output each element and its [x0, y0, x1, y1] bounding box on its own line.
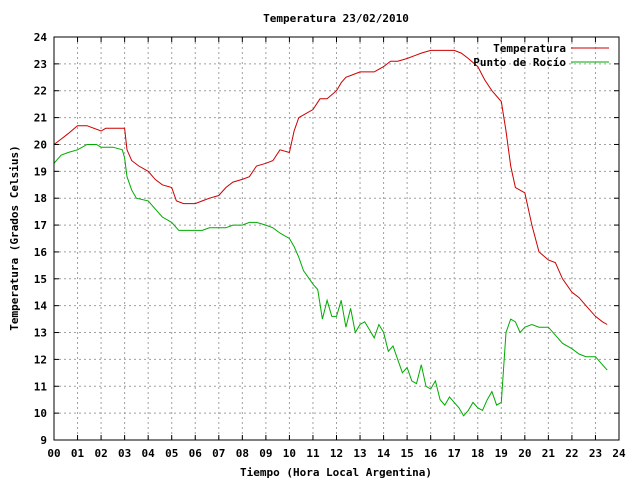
ticks: 00 01 02 03 04 05 06 07 08 09 10 11 12 13 14 15 16 17 18 19… [34, 31, 626, 460]
y-tick-label: 21 [34, 112, 48, 125]
x-tick-label: 06 [189, 447, 203, 460]
y-tick-label: 23 [34, 58, 47, 71]
x-tick-label: 12 [330, 447, 343, 460]
x-tick-label: 10 [283, 447, 296, 460]
x-tick-label: 22 [565, 447, 578, 460]
y-tick-label: 14 [34, 300, 48, 313]
x-tick-label: 15 [401, 447, 414, 460]
grid [54, 37, 619, 440]
y-tick-label: 15 [34, 273, 47, 286]
x-tick-label: 03 [118, 447, 131, 460]
x-tick-label: 11 [306, 447, 320, 460]
series-line-punto-de-rocio [53, 144, 608, 417]
y-tick-label: 16 [34, 246, 48, 259]
y-tick-label: 17 [34, 219, 47, 232]
legend-label-punto-de-rocio: Punto de Rocío [473, 56, 566, 69]
y-tick-label: 11 [34, 380, 48, 393]
x-tick-label: 08 [236, 447, 249, 460]
x-tick-label: 04 [142, 447, 156, 460]
y-tick-label: 19 [34, 165, 47, 178]
x-tick-label: 19 [495, 447, 508, 460]
y-tick-label: 12 [34, 353, 47, 366]
x-tick-label: 14 [377, 447, 391, 460]
x-tick-label: 18 [471, 447, 484, 460]
x-tick-label: 20 [518, 447, 531, 460]
y-axis-label: Temperatura (Grados Celsius) [8, 145, 21, 330]
x-axis-label: Tiempo (Hora Local Argentina) [240, 466, 432, 479]
x-tick-label: 01 [71, 447, 85, 460]
x-tick-label: 23 [589, 447, 602, 460]
x-tick-label: 17 [448, 447, 461, 460]
x-tick-label: 05 [165, 447, 178, 460]
y-tick-label: 18 [34, 192, 47, 205]
legend-label-temperatura: Temperatura [493, 42, 566, 55]
x-tick-label: 13 [353, 447, 366, 460]
x-tick-label: 21 [542, 447, 556, 460]
y-tick-label: 20 [34, 138, 47, 151]
series-line-temperatura [53, 49, 608, 325]
legend: Temperatura Punto de Rocío [473, 42, 609, 69]
x-tick-label: 24 [612, 447, 626, 460]
y-tick-label: 24 [34, 31, 48, 44]
y-tick-label: 10 [34, 407, 47, 420]
x-tick-label: 09 [259, 447, 272, 460]
y-tick-label: 13 [34, 327, 47, 340]
x-tick-label: 02 [94, 447, 107, 460]
chart-title: Temperatura 23/02/2010 [263, 12, 409, 25]
y-tick-label: 9 [40, 434, 47, 447]
x-tick-label: 07 [212, 447, 225, 460]
x-tick-label: 00 [47, 447, 60, 460]
series-layer [53, 49, 608, 417]
y-tick-label: 22 [34, 85, 47, 98]
x-tick-label: 16 [424, 447, 438, 460]
